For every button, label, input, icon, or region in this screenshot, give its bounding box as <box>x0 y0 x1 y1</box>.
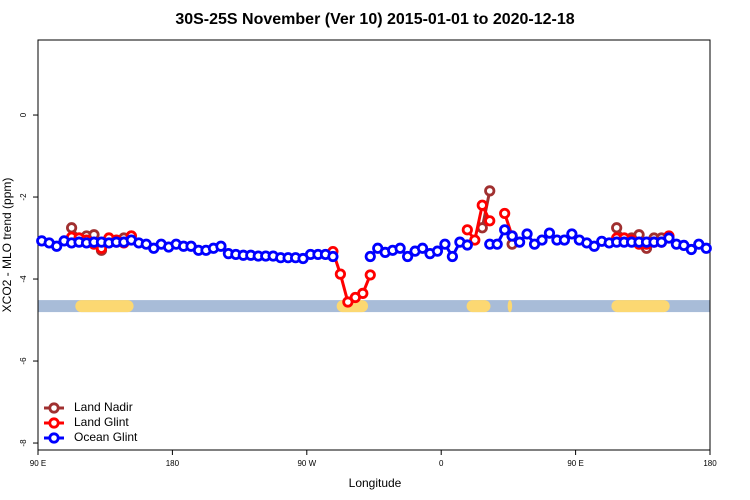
series-marker <box>461 239 473 251</box>
legend-label: Ocean Glint <box>74 430 138 444</box>
series-marker <box>431 245 444 257</box>
series-marker <box>439 238 451 250</box>
series-marker <box>476 199 488 211</box>
y-tick-label: 0 <box>19 112 28 117</box>
chart-title: 30S-25S November (Ver 10) 2015-01-01 to … <box>175 11 574 28</box>
series-marker <box>357 287 369 299</box>
y-tick-label: -2 <box>19 193 28 201</box>
series-marker <box>416 242 429 254</box>
series-marker <box>461 224 473 236</box>
series-marker <box>536 234 548 246</box>
series-marker <box>66 222 78 234</box>
series-marker <box>51 240 63 252</box>
legend-label: Land Glint <box>74 415 129 429</box>
series-marker <box>700 242 712 254</box>
x-tick-label: 180 <box>166 459 180 468</box>
series-marker <box>513 236 526 248</box>
series-marker <box>364 269 376 281</box>
series-marker <box>558 234 571 246</box>
series-marker <box>663 232 675 244</box>
land-band <box>611 300 670 313</box>
series-marker <box>506 230 518 242</box>
x-tick-label: 0 <box>439 459 444 468</box>
x-tick-label: 90 E <box>30 459 46 468</box>
legend-marker <box>48 417 60 429</box>
y-axis-label: XCO2 - MLO trend (ppm) <box>0 178 14 313</box>
y-tick-label: -4 <box>19 275 28 283</box>
series-marker <box>327 250 339 263</box>
x-tick-label: 90 W <box>297 459 316 468</box>
series-marker <box>499 224 511 236</box>
series-marker <box>566 228 578 240</box>
series-marker <box>484 215 496 227</box>
land-band <box>75 300 134 313</box>
series-marker <box>334 268 346 280</box>
series-marker <box>499 207 511 220</box>
y-tick-label: -8 <box>19 439 28 447</box>
series-marker <box>543 227 556 239</box>
legend-marker <box>48 432 60 444</box>
x-axis-label: Longitude <box>349 476 402 490</box>
series-marker <box>446 250 458 263</box>
series-marker <box>491 238 503 250</box>
series-marker <box>469 234 481 246</box>
series-marker <box>588 240 600 252</box>
series-marker <box>401 250 414 263</box>
y-tick-label: -6 <box>19 357 28 365</box>
land-band <box>507 300 513 313</box>
x-tick-label: 90 E <box>567 459 583 468</box>
series-marker <box>611 222 623 234</box>
x-tick-label: 180 <box>703 459 717 468</box>
land-band <box>466 300 491 313</box>
series-marker <box>215 240 227 252</box>
series-marker <box>394 242 406 254</box>
series-marker <box>521 228 533 240</box>
series-marker <box>364 250 376 263</box>
series-marker <box>484 185 496 197</box>
legend-marker <box>48 402 60 414</box>
series-marker <box>685 243 697 256</box>
legend-label: Land Nadir <box>74 400 133 414</box>
ocean-band <box>38 300 710 313</box>
